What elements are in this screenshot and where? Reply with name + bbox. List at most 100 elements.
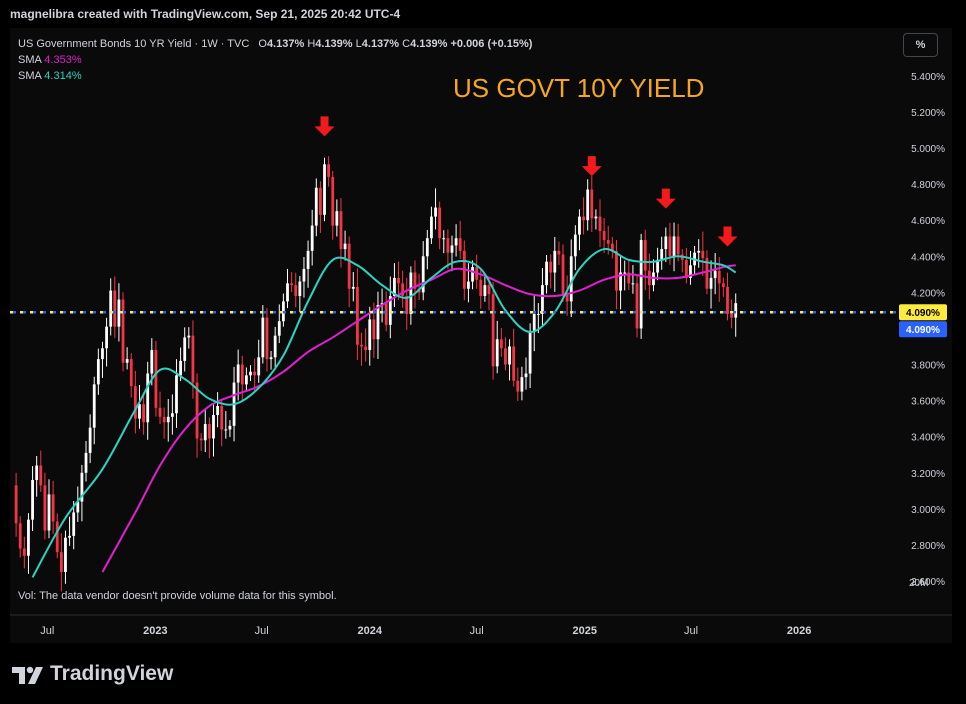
candle-body	[471, 267, 474, 282]
candle-body	[532, 314, 536, 333]
candle-body	[430, 216, 433, 239]
candle-body	[240, 364, 244, 385]
candle-body	[35, 465, 39, 480]
price-tags-layer: 4.090% 4.090%	[899, 304, 947, 338]
candle-body	[314, 187, 318, 226]
price-axis[interactable]: 5.400% 5.200% 5.000% 4.800% 4.600% 4.400% 4.20…	[911, 72, 945, 588]
candle-body	[425, 238, 429, 257]
x-tick-label: 2024	[358, 625, 383, 637]
candle-body	[619, 272, 622, 291]
candle-body	[14, 485, 18, 524]
candle-body	[643, 240, 647, 271]
candle-body	[598, 216, 602, 232]
chart-legend: US Government Bonds 10 YR Yield · 1W · T…	[18, 36, 532, 84]
candle-body	[672, 236, 676, 257]
peak-arrow-icon	[717, 226, 738, 247]
candle-body	[158, 407, 162, 417]
y-tick-label: 3.400%	[911, 433, 945, 444]
candle-body	[335, 211, 339, 226]
candle-body	[483, 285, 487, 296]
x-tick-label: Jul	[40, 625, 54, 637]
candle-body	[224, 429, 228, 431]
candle-body	[438, 207, 442, 239]
candle-body	[55, 521, 59, 553]
sma-slow-label: SMA	[18, 54, 42, 66]
candle-body	[88, 427, 92, 453]
price-scale-unit-button[interactable]: %	[903, 33, 938, 57]
candle-body	[166, 416, 170, 423]
last-price-tag	[899, 321, 947, 338]
candle-body	[721, 283, 725, 287]
legend-symbol-row[interactable]: US Government Bonds 10 YR Yield · 1W · T…	[18, 36, 532, 52]
y-tick-label: 5.000%	[911, 144, 945, 155]
time-axis[interactable]: Jul 2023 Jul 2024 Jul 2025 Jul 2026	[10, 614, 952, 637]
y-tick-label: 4.200%	[911, 288, 945, 299]
high-label: H	[307, 38, 316, 50]
candle-body	[610, 243, 614, 251]
candle-body	[434, 207, 437, 217]
top-bar: magnelibra created with TradingView.com,…	[0, 0, 966, 28]
candle-body	[113, 290, 117, 327]
candle-body	[249, 371, 252, 376]
last-price-tag-label: 4.090%	[906, 325, 940, 336]
candle-body	[286, 283, 289, 302]
candle-body	[639, 240, 643, 329]
candle-body	[22, 548, 26, 556]
candle-body	[92, 384, 96, 428]
candle-body	[528, 332, 532, 374]
peak-arrow-icon	[581, 156, 602, 177]
open-value: 4.137%	[266, 38, 305, 50]
y-tick-label: 4.800%	[911, 180, 945, 191]
candle-body	[138, 404, 141, 419]
x-tick-label: Jul	[684, 625, 698, 637]
candle-body	[199, 438, 203, 441]
symbol-name[interactable]: US Government Bonds 10 YR Yield · 1W · T…	[18, 38, 250, 50]
candle-body	[709, 277, 713, 289]
candle-body	[384, 303, 388, 325]
candle-body	[726, 286, 729, 315]
candle-body	[105, 326, 108, 349]
candle-body	[319, 187, 322, 215]
legend-sma-slow-row[interactable]: SMA 4.353%	[18, 52, 532, 68]
low-value: 4.137%	[361, 38, 400, 50]
y-tick-label: 3.600%	[911, 397, 945, 408]
sma-slow-line	[101, 264, 736, 573]
candle-body	[175, 375, 178, 414]
candle-body	[72, 512, 76, 536]
legend-sma-fast-row[interactable]: SMA 4.314%	[18, 68, 532, 84]
candle-body	[561, 254, 565, 295]
candle-body	[142, 404, 145, 423]
candle-body	[302, 268, 306, 282]
candle-body	[125, 359, 129, 363]
candle-body	[697, 250, 701, 253]
candle-body	[257, 357, 261, 376]
candle-body	[59, 552, 63, 572]
y-tick-label: 3.800%	[911, 361, 945, 372]
candle-body	[323, 164, 326, 215]
candle-body	[495, 339, 499, 367]
y-tick-label: 5.200%	[911, 108, 945, 119]
candle-body	[327, 164, 331, 177]
low-label: L	[355, 38, 362, 50]
candle-body	[347, 243, 351, 289]
candle-body	[203, 424, 207, 441]
y-tick-label: 5.400%	[911, 72, 945, 83]
close-value: 4.139%	[410, 38, 448, 50]
candle-body	[368, 319, 372, 351]
candle-body	[64, 537, 67, 572]
candle-body	[541, 285, 544, 315]
sma-fast-label: SMA	[18, 70, 42, 82]
candle-body	[705, 258, 709, 289]
candle-body	[170, 413, 174, 417]
candle-body	[491, 294, 495, 367]
candle-body	[454, 238, 458, 246]
candle-body	[421, 256, 425, 293]
candle-body	[220, 406, 224, 430]
peak-arrows-layer	[314, 116, 738, 247]
candle-body	[18, 523, 22, 549]
candle-body	[730, 314, 734, 318]
candle-body	[668, 236, 672, 257]
candle-body	[343, 243, 347, 250]
candle-body	[524, 373, 528, 378]
